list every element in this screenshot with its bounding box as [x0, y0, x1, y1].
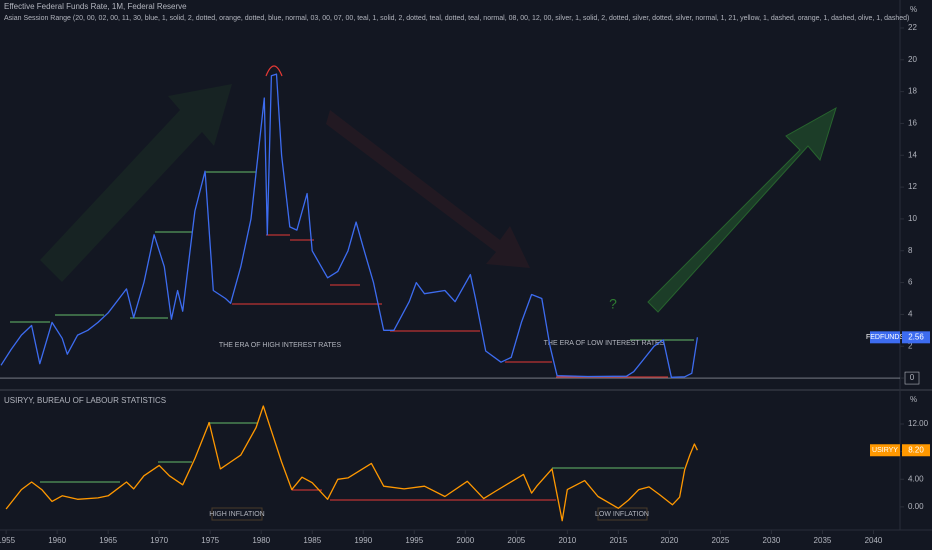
- unit-label: %: [910, 395, 917, 404]
- y-tick-label: 16: [908, 119, 917, 128]
- x-tick-label: 1965: [99, 536, 117, 545]
- x-tick-label: 2040: [865, 536, 883, 545]
- chart-title: Effective Federal Funds Rate, 1M, Federa…: [4, 2, 187, 11]
- annotation: THE ERA OF HIGH INTEREST RATES: [219, 342, 342, 349]
- x-tick-label: 1970: [150, 536, 168, 545]
- y-tick-label: 22: [908, 23, 917, 32]
- annotation: THE ERA OF LOW INTEREST RATES: [544, 340, 665, 347]
- series-name-badge: [870, 444, 900, 457]
- y-tick-label: 4: [908, 310, 913, 319]
- y-tick-label: 2: [908, 341, 913, 350]
- x-tick-label: 1980: [252, 536, 270, 545]
- x-tick-label: 2015: [609, 536, 627, 545]
- trend-arrows: [10, 171, 694, 501]
- series-name: USIRYY: [872, 447, 898, 454]
- last-value-label: 2.56: [908, 332, 924, 341]
- peak-arc: [265, 65, 283, 77]
- indicator-legend: Asian Session Range (20, 00, 02, 00, 11,…: [4, 15, 909, 22]
- x-tick-label: 1960: [48, 536, 66, 545]
- y-tick-label: 20: [908, 55, 917, 64]
- annotation-box: [597, 507, 648, 521]
- series-name: FEDFUNDS: [866, 334, 904, 341]
- x-tick-label: 2025: [712, 536, 730, 545]
- annotation: ?: [609, 296, 617, 312]
- x-tick-label: 1955: [0, 536, 16, 545]
- y-tick-label: 10: [908, 214, 917, 223]
- zero-badge: [904, 371, 920, 385]
- data-line: [5, 405, 698, 522]
- x-tick-label: 1995: [405, 536, 423, 545]
- chart-title: USIRYY, BUREAU OF LABOUR STATISTICS: [4, 396, 166, 405]
- y-tick-label: 18: [908, 87, 917, 96]
- decor-arrow-up-right: [647, 106, 837, 313]
- y-tick-label: 12.00: [908, 419, 929, 428]
- annotation: LOW INFLATION: [595, 511, 649, 518]
- x-tick-label: 2010: [558, 536, 576, 545]
- unit-label: %: [910, 5, 917, 14]
- y-tick-label: 4.00: [908, 474, 924, 483]
- x-tick-label: 1985: [303, 536, 321, 545]
- series-name-badge: [870, 331, 900, 344]
- x-tick-label: 2020: [660, 536, 678, 545]
- x-tick-label: 1975: [201, 536, 219, 545]
- last-value-label: 8.20: [908, 445, 924, 454]
- y-tick-label: 14: [908, 150, 917, 159]
- last-value-badge: [902, 331, 930, 344]
- x-tick-label: 2005: [507, 536, 525, 545]
- x-tick-label: 2035: [814, 536, 832, 545]
- annotation-box: [211, 507, 263, 521]
- data-line: [0, 73, 699, 378]
- y-tick-label: 0: [910, 373, 915, 382]
- y-tick-label: 6: [908, 278, 913, 287]
- annotation: HIGH INFLATION: [209, 511, 264, 518]
- x-tick-label: 2000: [456, 536, 474, 545]
- y-tick-label: 12: [908, 182, 917, 191]
- decor-arrow-up-left: [40, 84, 232, 282]
- x-tick-label: 1990: [354, 536, 372, 545]
- x-tick-label: 2030: [763, 536, 781, 545]
- decor-arrow-down: [326, 110, 530, 268]
- last-value-badge: [902, 444, 930, 457]
- y-tick-label: 8: [908, 246, 913, 255]
- y-tick-label: 0.00: [908, 502, 924, 511]
